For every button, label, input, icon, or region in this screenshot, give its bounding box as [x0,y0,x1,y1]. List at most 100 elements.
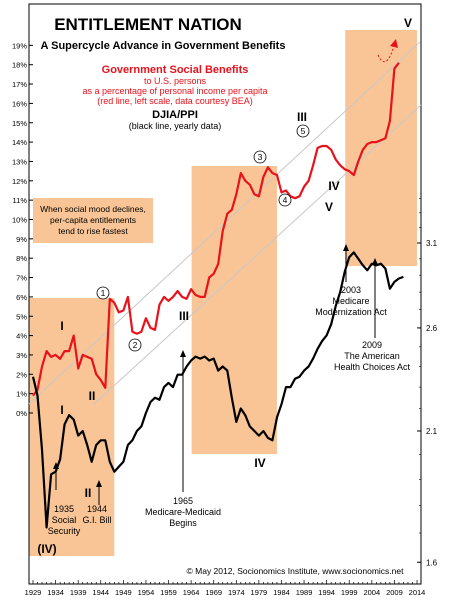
left-tick-label: 19% [12,41,27,50]
annotation-1944-year: 1944 [87,504,107,514]
series-lines [31,62,404,529]
annotation-1965-year: 1965 [173,496,193,506]
x-tick-label: 1989 [296,588,313,597]
x-tick-label: 1979 [251,588,268,597]
left-tick-label: 0% [16,409,27,418]
annotation-2009-line-2: The American [344,351,400,361]
x-tick-label: 1969 [205,588,222,597]
x-tick-label: 1949 [115,588,132,597]
left-tick-label: 12% [12,177,27,186]
x-tick-label: 2014 [409,588,426,597]
wave-label-IV-paren: (IV) [37,542,56,556]
x-axis: 1929 1934 1939 1944 1949 1954 1959 1964 1969 1974… [25,580,426,597]
left-tick-label: 4% [16,332,27,341]
wave-label-V-top: V [404,16,412,30]
annotation-2009-line-3: Health Choices Act [334,362,411,372]
shaded-region-3 [345,30,417,266]
annotation-2009-year: 2009 [362,340,382,350]
legend-black-title: DJIA/PPI [152,109,198,121]
left-tick-label: 11% [13,196,28,205]
svg-text:4: 4 [283,195,288,205]
x-tick-label: 1974 [228,588,245,597]
copyright-text: © May 2012, Socionomics Institute, www.s… [187,566,405,576]
left-tick-label: 3% [16,351,27,360]
annotation-1935-line-2: Social [52,515,77,525]
annotation-1935-line-3: Security [48,526,81,536]
legend-red-title: Government Social Benefits [102,64,249,76]
wave-label-III-top: III [297,110,307,124]
right-axis: 3.1 2.6 2.1 1.6 [417,198,438,567]
series-line-djia-ppi [31,251,404,529]
svg-text:1: 1 [101,288,106,298]
x-tick-label: 1939 [70,588,87,597]
legend-red-line-3: (red line, left scale, data courtesy BEA… [97,96,253,106]
x-tick-label: 1934 [47,588,64,597]
note-line-2: per-capita entitlements [50,215,136,225]
x-tick-label: 1944 [92,588,109,597]
svg-text:3: 3 [258,152,263,162]
annotation-2003-line-3: Modernization Act [315,307,387,317]
annotation-1965-line-3: Begins [169,518,197,528]
note-box [33,198,153,243]
left-tick-label: 18% [12,61,27,70]
x-tick-label: 2004 [363,588,380,597]
circled-label-3: 3 [253,150,267,164]
circled-label-2: 2 [128,338,142,352]
left-tick-label: 5% [16,312,27,321]
right-tick-label: 1.6 [426,558,438,567]
left-axis: 19% 18% 17% 16% 15% 14% 13% 12% 11% 10% 9% 8% 7% 6% 5%… [12,41,33,418]
x-tick-label: 1929 [25,588,42,597]
left-tick-label: 2% [16,370,27,379]
left-tick-label: 8% [16,254,27,263]
x-tick-label: 2009 [386,588,403,597]
left-tick-label: 17% [12,80,27,89]
x-tick-label: 1999 [341,588,358,597]
wave-label-I-bottom: I [60,403,63,417]
x-tick-label: 1994 [318,588,335,597]
legend-black-sub: (black line, yearly data) [129,121,222,131]
left-tick-label: 10% [12,216,27,225]
wave-label-I-top: I [60,319,63,333]
wave-label-IV-top: IV [328,179,339,193]
wave-label-II-top: II [89,389,96,403]
svg-text:2: 2 [133,340,138,350]
x-tick-label: 1954 [138,588,155,597]
chart-subtitle: A Supercycle Advance in Government Benef… [41,40,286,52]
channel-line-lower [93,104,422,405]
x-tick-label: 1984 [273,588,290,597]
annotation-2003-year: 2003 [341,285,361,295]
note-line-1: When social mood declines, [40,204,146,214]
left-tick-label: 15% [12,119,27,128]
legend-red-line-1: to U.S. persons [144,76,207,86]
annotation-arrows [53,244,378,505]
wave-label-III-bottom: III [179,309,189,323]
annotation-1944-line-2: G.I. Bill [82,515,111,525]
plot-frame [28,3,422,585]
left-tick-label: 1% [16,390,27,399]
note-line-3: tend to rise fastest [58,226,128,236]
left-tick-label: 14% [12,138,27,147]
annotation-1965-line-2: Medicare-Medicaid [145,507,221,517]
wave-label-IV-bottom: IV [254,456,265,470]
left-tick-label: 13% [12,157,27,166]
x-tick-label: 1964 [183,588,200,597]
legend-red-line-2: as a percentage of personal income per c… [82,86,267,96]
right-tick-label: 2.6 [426,324,438,333]
wave-label-II-bottom: II [85,486,92,500]
left-tick-label: 16% [12,99,27,108]
right-tick-label: 2.1 [426,427,438,436]
right-tick-label: 3.1 [426,239,438,248]
left-tick-label: 6% [16,293,27,302]
projection-arrow [377,39,398,63]
x-tick-label: 1959 [160,588,177,597]
left-tick-label: 7% [16,274,27,283]
svg-text:5: 5 [301,126,306,136]
circled-label-5: 5 [296,124,310,138]
annotation-2003-line-2: Medicare [332,296,369,306]
left-tick-label: 9% [16,235,27,244]
circled-label-1: 1 [96,286,110,300]
series-line-social-benefits [32,62,400,397]
chart-title: ENTITLEMENT NATION [54,15,242,34]
circled-label-4: 4 [278,193,292,207]
